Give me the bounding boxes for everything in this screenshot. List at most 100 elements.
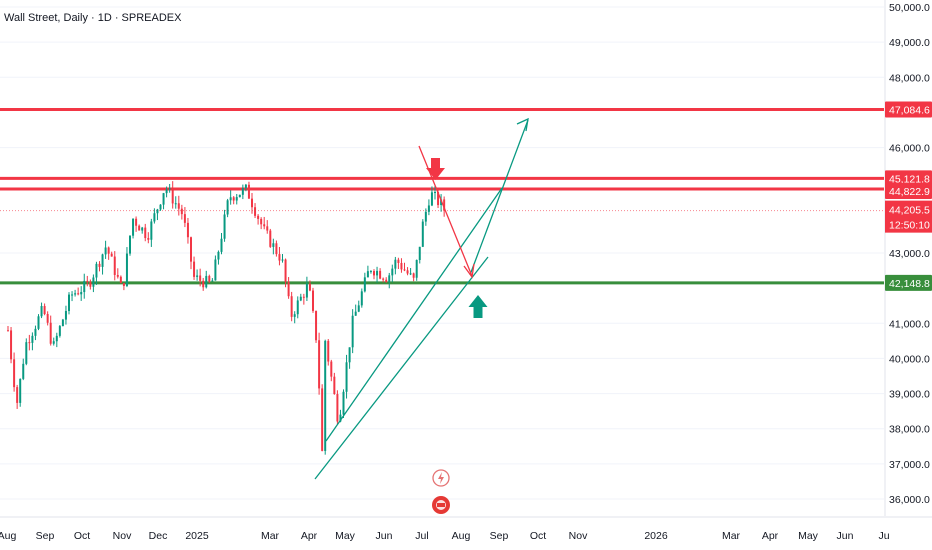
candles xyxy=(7,181,446,455)
candle-body xyxy=(247,184,250,199)
candle-body xyxy=(211,280,214,282)
candle-body xyxy=(199,275,202,281)
candle-body xyxy=(400,262,403,270)
candle-body xyxy=(418,246,421,260)
candle-body xyxy=(13,359,16,388)
candle-body xyxy=(284,259,287,282)
candle-body xyxy=(174,203,177,205)
sell-arrow-icon[interactable] xyxy=(426,158,445,180)
forecast-down-arrowhead xyxy=(463,263,475,279)
time-tick-label: Sep xyxy=(490,530,509,542)
drawings[interactable] xyxy=(314,117,529,480)
candle-body xyxy=(290,296,293,317)
time-tick-label: Apr xyxy=(301,530,318,542)
time-tick-label: Aug xyxy=(0,530,16,542)
price-tick-label: 50,000.0 xyxy=(889,2,930,14)
candle-body xyxy=(183,214,186,223)
candle-body xyxy=(330,361,333,377)
candle-body xyxy=(40,306,43,317)
candle-body xyxy=(403,269,406,271)
time-tick-label: Mar xyxy=(261,530,280,542)
candle-body xyxy=(193,261,196,277)
candle-body xyxy=(421,221,424,247)
candle-body xyxy=(440,199,443,206)
candle-body xyxy=(336,394,339,422)
event-icons[interactable] xyxy=(432,469,450,514)
candle-body xyxy=(190,237,192,262)
candle-body xyxy=(342,391,345,415)
candle-body xyxy=(122,283,125,286)
candle-body xyxy=(98,263,101,267)
candle-body xyxy=(22,363,25,379)
time-tick-label: Apr xyxy=(762,530,779,542)
time-tick-label: Ju xyxy=(878,530,889,542)
candle-body xyxy=(104,247,107,255)
price-tick-label: 37,000.0 xyxy=(889,459,930,471)
candle-body xyxy=(409,273,412,275)
time-tick-label: Jun xyxy=(837,530,854,542)
trendline-lower[interactable] xyxy=(314,256,489,480)
candle-body xyxy=(293,314,296,317)
candle-body xyxy=(89,282,92,287)
candle-body xyxy=(61,319,64,327)
candle-body xyxy=(296,300,299,315)
price-tick-label: 49,000.0 xyxy=(889,37,930,49)
price-tick-label: 40,000.0 xyxy=(889,353,930,365)
last-price-tag-bg xyxy=(885,200,932,233)
candle-body xyxy=(244,184,247,189)
candle-body xyxy=(196,275,199,277)
candle-body xyxy=(202,280,205,288)
candle-body xyxy=(129,235,131,254)
candle-body xyxy=(49,322,52,344)
projection-arrowhead xyxy=(516,117,529,132)
candle-body xyxy=(162,193,165,205)
price-tick-label: 36,000.0 xyxy=(889,494,930,506)
candle-body xyxy=(312,290,314,311)
horizontal-levels[interactable] xyxy=(0,107,884,285)
candle-body xyxy=(113,256,116,275)
candle-body xyxy=(43,306,46,315)
candle-body xyxy=(232,197,235,201)
projection-line[interactable] xyxy=(469,119,529,276)
candle-body xyxy=(287,281,290,297)
price-tick-label: 38,000.0 xyxy=(889,424,930,436)
candle-body xyxy=(318,340,321,389)
candle-body xyxy=(391,268,394,276)
candle-body xyxy=(345,362,348,392)
candle-body xyxy=(263,224,266,227)
candle-body xyxy=(327,340,330,362)
candle-body xyxy=(278,254,281,261)
candle-body xyxy=(205,275,208,288)
trendline-upper[interactable] xyxy=(325,187,503,442)
candle-body xyxy=(159,204,162,210)
buy-arrow-icon[interactable] xyxy=(468,295,488,318)
time-tick-label: May xyxy=(335,530,356,542)
price-tag-resistance-1: 45,121.8 xyxy=(889,173,930,185)
candle-body xyxy=(437,191,440,206)
candle-body xyxy=(427,205,430,212)
candle-body xyxy=(354,311,357,316)
candle-body xyxy=(37,316,40,329)
forecast-down-line[interactable] xyxy=(418,145,473,277)
candle-body xyxy=(141,227,144,231)
candle-body xyxy=(138,225,141,231)
last-price-tag: 44,205.5 xyxy=(889,205,930,217)
candle-body xyxy=(80,292,83,295)
time-axis[interactable]: Aug Sep Oct Nov Dec 2025 Mar Apr May Jun Jul Aug Sep… xyxy=(0,516,932,550)
candle-body xyxy=(132,218,135,236)
candle-body xyxy=(351,315,354,348)
candle-body xyxy=(125,253,128,286)
candle-body xyxy=(86,280,89,283)
candle-body xyxy=(55,335,58,342)
candle-body xyxy=(360,291,363,306)
candle-body xyxy=(58,326,61,336)
candle-body xyxy=(223,214,226,239)
candle-body xyxy=(254,207,257,216)
candle-body xyxy=(257,215,260,219)
candle-body xyxy=(52,341,55,344)
candle-body xyxy=(321,388,324,451)
time-tick-label: Oct xyxy=(74,530,90,542)
candle-body xyxy=(251,198,253,208)
